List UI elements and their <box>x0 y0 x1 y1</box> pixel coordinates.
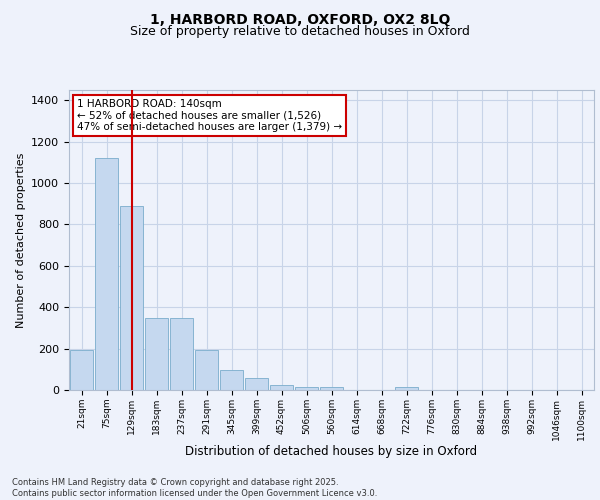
Text: 1 HARBORD ROAD: 140sqm
← 52% of detached houses are smaller (1,526)
47% of semi-: 1 HARBORD ROAD: 140sqm ← 52% of detached… <box>77 99 342 132</box>
Bar <box>245 378 268 390</box>
Bar <box>395 387 418 390</box>
X-axis label: Distribution of detached houses by size in Oxford: Distribution of detached houses by size … <box>185 446 478 458</box>
Text: Size of property relative to detached houses in Oxford: Size of property relative to detached ho… <box>130 25 470 38</box>
Bar <box>220 370 244 390</box>
Bar <box>145 318 169 390</box>
Text: Contains HM Land Registry data © Crown copyright and database right 2025.
Contai: Contains HM Land Registry data © Crown c… <box>12 478 377 498</box>
Text: 1, HARBORD ROAD, OXFORD, OX2 8LQ: 1, HARBORD ROAD, OXFORD, OX2 8LQ <box>150 12 450 26</box>
Bar <box>320 387 343 390</box>
Bar <box>95 158 118 390</box>
Bar <box>170 318 193 390</box>
Bar <box>194 350 218 390</box>
Bar <box>269 385 293 390</box>
Y-axis label: Number of detached properties: Number of detached properties <box>16 152 26 328</box>
Bar <box>295 387 319 390</box>
Bar <box>70 350 94 390</box>
Bar <box>119 206 143 390</box>
